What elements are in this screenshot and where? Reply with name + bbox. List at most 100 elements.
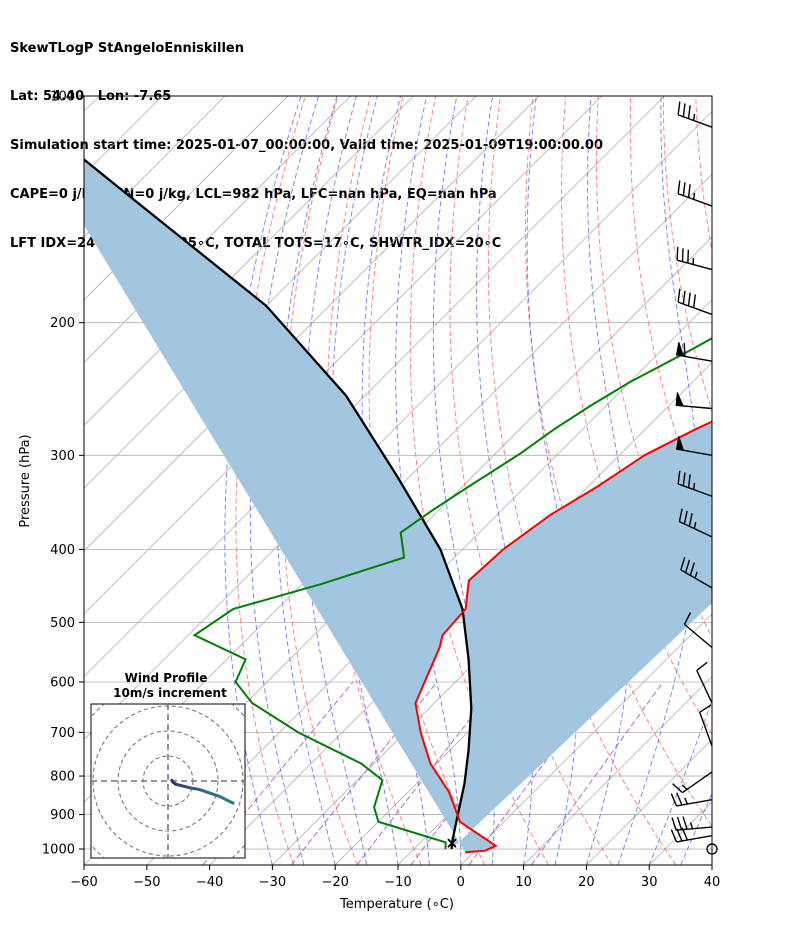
dry-adiabat	[761, 96, 794, 865]
y-tick-label: 1000	[42, 843, 75, 858]
x-tick-label: 40	[704, 875, 721, 890]
hodograph-ring	[117, 730, 219, 832]
wind-barb	[683, 612, 713, 649]
moist-adiabat	[617, 96, 700, 865]
isotherm-line	[334, 487, 712, 865]
barb-staff	[677, 114, 713, 128]
cape-cin-shading	[84, 159, 712, 853]
barb-flag	[675, 341, 685, 357]
barb-feather	[682, 816, 688, 830]
barb-feather	[676, 828, 683, 842]
barb-half-feather	[684, 797, 689, 805]
dry-adiabat	[595, 96, 712, 639]
hodograph-trace	[205, 790, 222, 799]
barb-staff	[677, 483, 713, 497]
barb-feather	[689, 562, 695, 576]
y-axis-label: Pressure (hPa)	[18, 434, 33, 527]
moist-adiabat	[249, 96, 320, 865]
y-tick-label: 400	[50, 543, 75, 558]
wind-barb	[677, 101, 713, 128]
moist-adiabat	[680, 792, 712, 865]
y-tick-label: 200	[50, 316, 75, 331]
y-tick-label: 800	[50, 770, 75, 785]
barb-feather	[684, 559, 691, 573]
barb-feather	[676, 792, 683, 806]
moist-adiabat	[224, 96, 302, 865]
wind-barb	[675, 341, 713, 362]
dry-adiabat	[525, 96, 712, 828]
barb-feather	[681, 827, 689, 841]
barb-half-feather	[693, 521, 697, 529]
barb-feather	[683, 612, 692, 625]
barb-feather	[688, 513, 693, 527]
barb-feather	[683, 343, 686, 357]
y-tick-label: 600	[50, 675, 75, 690]
barb-half-feather	[689, 822, 694, 829]
x-axis-ticks: −60 −50 −40 −30 −20 −10 0 10 20 30 40	[70, 865, 720, 890]
barb-feather	[687, 105, 691, 119]
x-tick-label: −60	[70, 875, 97, 890]
x-tick-label: −50	[133, 875, 160, 890]
barb-feather	[670, 793, 678, 807]
mixing-ratio-line	[531, 681, 664, 865]
barb-feather	[692, 294, 696, 308]
moist-adiabat	[648, 699, 712, 865]
barb-feather	[699, 704, 712, 713]
isotherm-line	[460, 613, 712, 865]
barb-staff	[683, 623, 713, 649]
barb-staff	[679, 521, 713, 538]
hodograph-title: Wind Profile	[125, 671, 208, 685]
dewpoint-line	[192, 337, 712, 850]
wind-barbs	[670, 101, 718, 855]
barb-staff	[696, 670, 713, 704]
wind-barb	[696, 661, 713, 704]
y-tick-label: 900	[50, 808, 75, 823]
x-tick-label: 30	[641, 875, 658, 890]
barb-half-feather	[694, 571, 698, 579]
mixing-ratio-line	[356, 681, 500, 865]
wind-barb	[677, 470, 713, 497]
barb-feather	[696, 661, 708, 672]
header-station: SkewTLogP StAngeloEnniskillen	[10, 40, 244, 56]
x-axis-label: Temperature (∘C)	[339, 897, 454, 912]
y-tick-label: 500	[50, 616, 75, 631]
barb-feather	[680, 556, 686, 571]
x-tick-label: 20	[578, 875, 595, 890]
moist-adiabat	[395, 96, 462, 865]
barb-feather	[687, 184, 691, 198]
wind-barb	[676, 246, 713, 271]
barb-staff	[676, 826, 713, 831]
barb-staff	[682, 771, 713, 794]
isotherm-line	[84, 96, 477, 489]
hodograph-subtitle: 10m/s increment	[113, 686, 227, 700]
barb-staff	[680, 569, 713, 589]
isotherm-line	[711, 864, 712, 865]
wind-barb	[677, 288, 713, 316]
wind-barb	[677, 180, 713, 207]
barb-staff	[677, 193, 713, 207]
barb-feather	[678, 508, 683, 522]
wind-barb	[678, 508, 713, 538]
y-tick-label: 300	[50, 449, 75, 464]
wind-barb	[680, 556, 713, 589]
dry-adiabat	[561, 96, 712, 736]
barb-staff	[699, 712, 713, 747]
isotherm-line	[84, 96, 603, 615]
moist-adiabat	[711, 863, 712, 865]
header-latlon: Lat: 54.40 Lon: -7.65	[10, 89, 172, 105]
wind-barb	[670, 827, 713, 843]
x-tick-label: 10	[515, 875, 532, 890]
barb-staff	[676, 799, 713, 807]
barb-staff	[677, 259, 713, 271]
dry-adiabat	[409, 96, 549, 865]
x-tick-label: −20	[321, 875, 348, 890]
x-tick-label: −40	[196, 875, 223, 890]
y-axis-ticks: 100 200 300 400 500 600 700 800 900 1000	[42, 90, 84, 858]
barb-half-feather	[692, 113, 696, 121]
barb-feather	[677, 101, 681, 115]
dry-adiabat	[728, 96, 794, 865]
isotherm-line	[146, 299, 712, 865]
barb-half-feather	[692, 482, 696, 490]
wind-barb	[671, 816, 713, 831]
